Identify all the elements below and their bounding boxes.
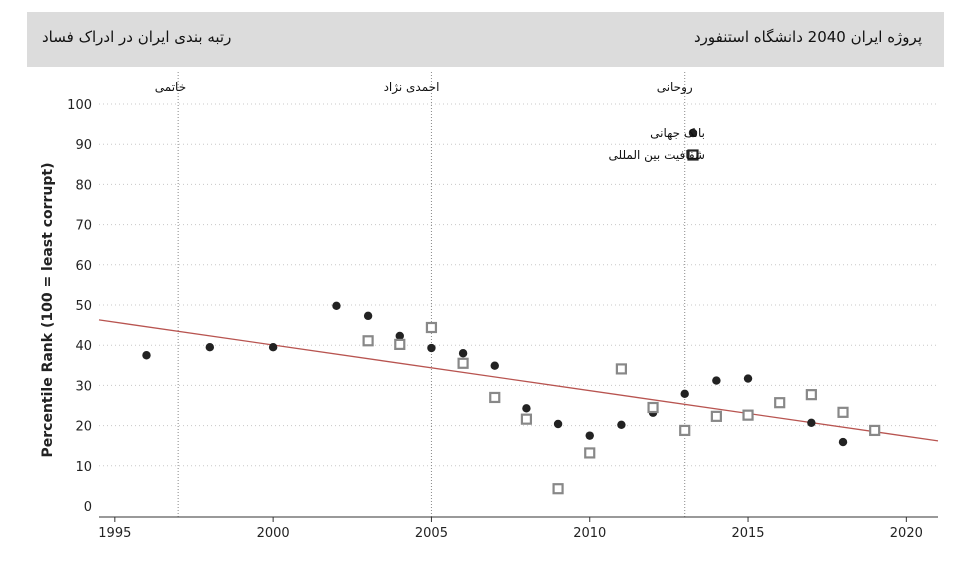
x-tick-label: 2000 (257, 526, 290, 541)
grid-lines (99, 103, 938, 467)
y-tick-label: 20 (75, 420, 92, 435)
y-tick-label: 10 (75, 460, 92, 475)
y-tick-label: 30 (75, 379, 92, 394)
data-point-transparency-intl (869, 424, 881, 437)
data-point-transparency-intl (394, 338, 406, 350)
data-point-transparency-intl (837, 406, 849, 418)
data-point-world-bank (807, 418, 816, 427)
data-point-transparency-intl (457, 357, 469, 369)
data-point-transparency-intl (742, 409, 754, 421)
data-point-world-bank (838, 437, 848, 447)
data-point-transparency-intl (425, 321, 438, 334)
data-point-world-bank (205, 343, 215, 352)
data-point-world-bank (712, 376, 721, 385)
data-point-transparency-intl (520, 413, 533, 425)
data-point-world-bank (142, 351, 151, 360)
era-label: خاتمی (155, 80, 186, 94)
data-point-world-bank (490, 361, 499, 370)
legend-label-transparency-intl: شفافیت بین المللی (608, 148, 705, 163)
data-point-world-bank (553, 419, 563, 429)
data-point-transparency-intl (552, 483, 564, 495)
y-tick-label: 0 (84, 500, 92, 515)
x-tick-label: 2010 (573, 526, 606, 541)
y-tick-label: 70 (75, 219, 92, 234)
data-point-world-bank (617, 420, 626, 429)
data-point-transparency-intl (362, 335, 374, 347)
data-point-world-bank (458, 349, 468, 358)
data-point-world-bank (743, 374, 753, 383)
trendline-group (98, 319, 939, 442)
chart-source-title: پروژه ایران 2040 دانشگاه استنفورد (693, 28, 922, 46)
data-point-transparency-intl (584, 447, 596, 459)
data-points (142, 301, 881, 495)
y-tick-label: 100 (67, 98, 92, 113)
y-tick-label: 80 (75, 178, 92, 193)
era-label: احمدی نژاد (384, 80, 440, 95)
x-tick-label: 2015 (731, 526, 764, 541)
data-point-transparency-intl (805, 389, 817, 401)
era-label: روحانی (657, 80, 693, 95)
data-point-world-bank (585, 431, 594, 440)
data-point-world-bank (332, 301, 341, 311)
data-point-world-bank (680, 389, 689, 399)
y-tick-label: 60 (75, 259, 92, 274)
y-tick-label: 50 (75, 299, 92, 314)
x-tick-label: 2020 (890, 526, 923, 541)
axes: 0 10 20 30 40 50 60 70 80 90 100 1995 2000 2005 2010 20… (67, 98, 938, 541)
data-point-transparency-intl (679, 424, 691, 437)
data-point-transparency-intl (647, 401, 659, 414)
y-axis-label: Percentile Rank (100 = least corrupt) (40, 162, 56, 457)
legend-label-world-bank: بانک جهانی (650, 126, 705, 140)
data-point-world-bank (268, 343, 278, 352)
legend: بانک جهانی شفافیت بین المللی (608, 126, 705, 163)
y-tick-label: 40 (75, 339, 92, 354)
data-point-world-bank (363, 311, 373, 321)
y-tick-label: 90 (75, 138, 92, 153)
x-tick-label: 2005 (415, 526, 448, 541)
trendline (98, 319, 939, 442)
chart-title: رتبه بندی ایران در ادراک فساد (42, 28, 232, 46)
data-point-world-bank (522, 404, 531, 413)
legend-marker-world-bank (688, 128, 698, 138)
data-point-world-bank (427, 343, 436, 353)
data-point-transparency-intl (615, 363, 627, 375)
data-point-transparency-intl (774, 397, 786, 409)
legend-marker-transparency-intl (687, 149, 699, 161)
era-annotations: خاتمی احمدی نژاد روحانی (155, 72, 693, 517)
data-point-transparency-intl (710, 410, 722, 422)
data-point-world-bank (395, 331, 404, 341)
chart-header: رتبه بندی ایران در ادراک فساد پروژه ایرا… (27, 12, 944, 67)
data-point-transparency-intl (489, 391, 501, 404)
x-tick-label: 1995 (98, 526, 131, 541)
